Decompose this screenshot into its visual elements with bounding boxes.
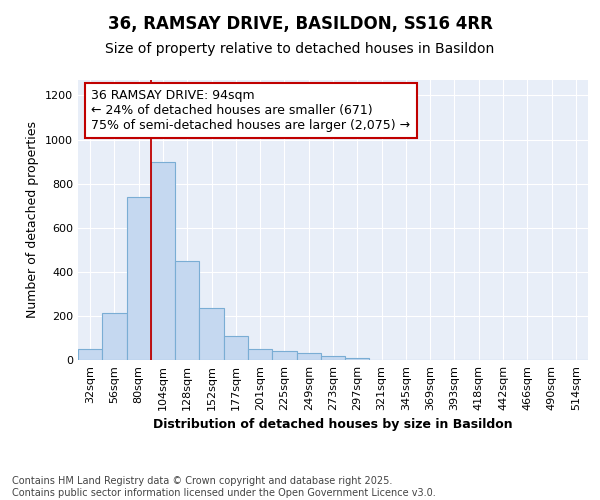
Bar [102,312,127,360]
Bar [272,351,296,360]
Text: 36, RAMSAY DRIVE, BASILDON, SS16 4RR: 36, RAMSAY DRIVE, BASILDON, SS16 4RR [107,15,493,33]
Text: Contains HM Land Registry data © Crown copyright and database right 2025.
Contai: Contains HM Land Registry data © Crown c… [12,476,436,498]
Bar [224,336,248,360]
Text: 36 RAMSAY DRIVE: 94sqm
← 24% of detached houses are smaller (671)
75% of semi-de: 36 RAMSAY DRIVE: 94sqm ← 24% of detached… [91,89,410,132]
Bar [248,349,272,360]
Text: Size of property relative to detached houses in Basildon: Size of property relative to detached ho… [106,42,494,56]
Bar [199,308,224,360]
Bar [151,162,175,360]
X-axis label: Distribution of detached houses by size in Basildon: Distribution of detached houses by size … [153,418,513,432]
Bar [345,358,370,360]
Bar [175,261,199,360]
Y-axis label: Number of detached properties: Number of detached properties [26,122,40,318]
Bar [321,356,345,360]
Bar [127,197,151,360]
Bar [78,349,102,360]
Bar [296,354,321,360]
